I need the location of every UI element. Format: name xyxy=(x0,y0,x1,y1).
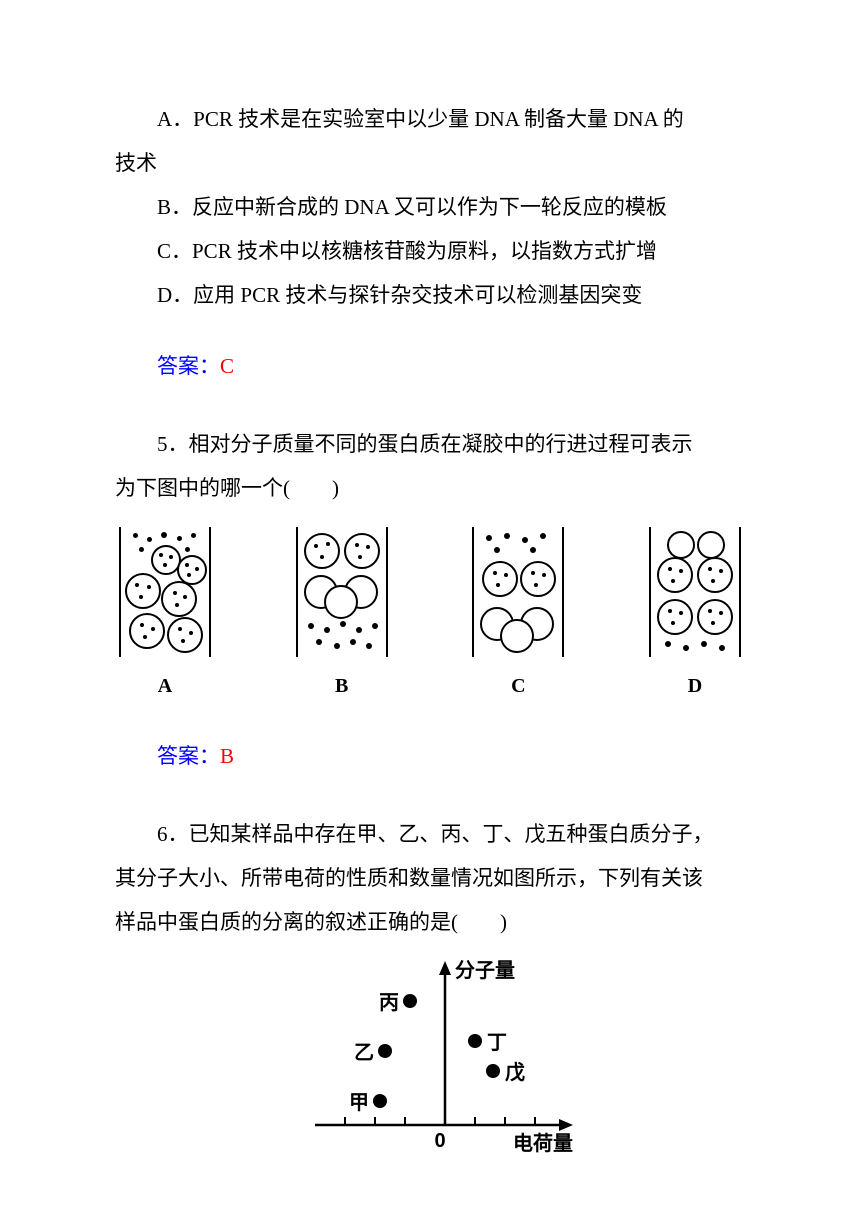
q5-stem-line1: 5．相对分子质量不同的蛋白质在凝胶中的行进过程可表示 xyxy=(115,425,745,465)
gel-rect-b xyxy=(296,527,388,657)
gel-fig-b: B xyxy=(296,527,388,705)
q4-answer-value: C xyxy=(220,354,234,378)
gel-rect-d xyxy=(649,527,741,657)
q4-answer: 答案：C xyxy=(115,347,745,387)
gel-fig-a: A xyxy=(119,527,211,705)
q6-stem-line2: 其分子大小、所带电荷的性质和数量情况如图所示，下列有关该 xyxy=(115,859,745,899)
q5-answer-label: 答案： xyxy=(157,744,220,768)
point-jia: 甲 xyxy=(349,1092,369,1114)
x-axis-label: 电荷量 xyxy=(513,1131,573,1155)
svg-text:0: 0 xyxy=(434,1130,445,1152)
q4-option-a: A．PCR 技术是在实验室中以少量 DNA 制备大量 DNA 的 xyxy=(115,100,745,140)
gel-fig-d: D xyxy=(649,527,741,705)
q6-stem-line1: 6．已知某样品中存在甲、乙、丙、丁、戊五种蛋白质分子， xyxy=(115,815,745,855)
point-wu: 戊 xyxy=(505,1061,525,1084)
q6-chart-svg: 0 分子量 电荷量 丙 乙 甲 丁 戊 xyxy=(275,955,585,1165)
q6-chart: 0 分子量 电荷量 丙 乙 甲 丁 戊 xyxy=(115,955,745,1165)
q5-diagrams: A B xyxy=(115,527,745,705)
gel-fig-c: C xyxy=(472,527,564,705)
gel-rect-c xyxy=(472,527,564,657)
q6-stem-line3: 样品中蛋白质的分离的叙述正确的是( ) xyxy=(115,903,745,943)
point-yi: 乙 xyxy=(354,1042,374,1064)
gel-caption-b: B xyxy=(335,667,348,705)
q5-answer: 答案：B xyxy=(115,737,745,777)
q4-option-a-cont: 技术 xyxy=(115,144,745,184)
q4-answer-label: 答案： xyxy=(157,354,220,378)
y-axis-label: 分子量 xyxy=(455,959,515,982)
gel-caption-a: A xyxy=(158,667,172,705)
gel-caption-c: C xyxy=(511,667,525,705)
q4-option-d: D．应用 PCR 技术与探针杂交技术可以检测基因突变 xyxy=(115,276,745,316)
q5-answer-value: B xyxy=(220,744,234,768)
point-bing: 丙 xyxy=(379,992,399,1014)
point-ding: 丁 xyxy=(487,1032,507,1054)
gel-rect-a xyxy=(119,527,211,657)
q4-option-b: B．反应中新合成的 DNA 又可以作为下一轮反应的模板 xyxy=(115,188,745,228)
q5-stem-line2: 为下图中的哪一个( ) xyxy=(115,469,745,509)
q4-option-c: C．PCR 技术中以核糖核苷酸为原料，以指数方式扩增 xyxy=(115,232,745,272)
gel-caption-d: D xyxy=(688,667,702,705)
